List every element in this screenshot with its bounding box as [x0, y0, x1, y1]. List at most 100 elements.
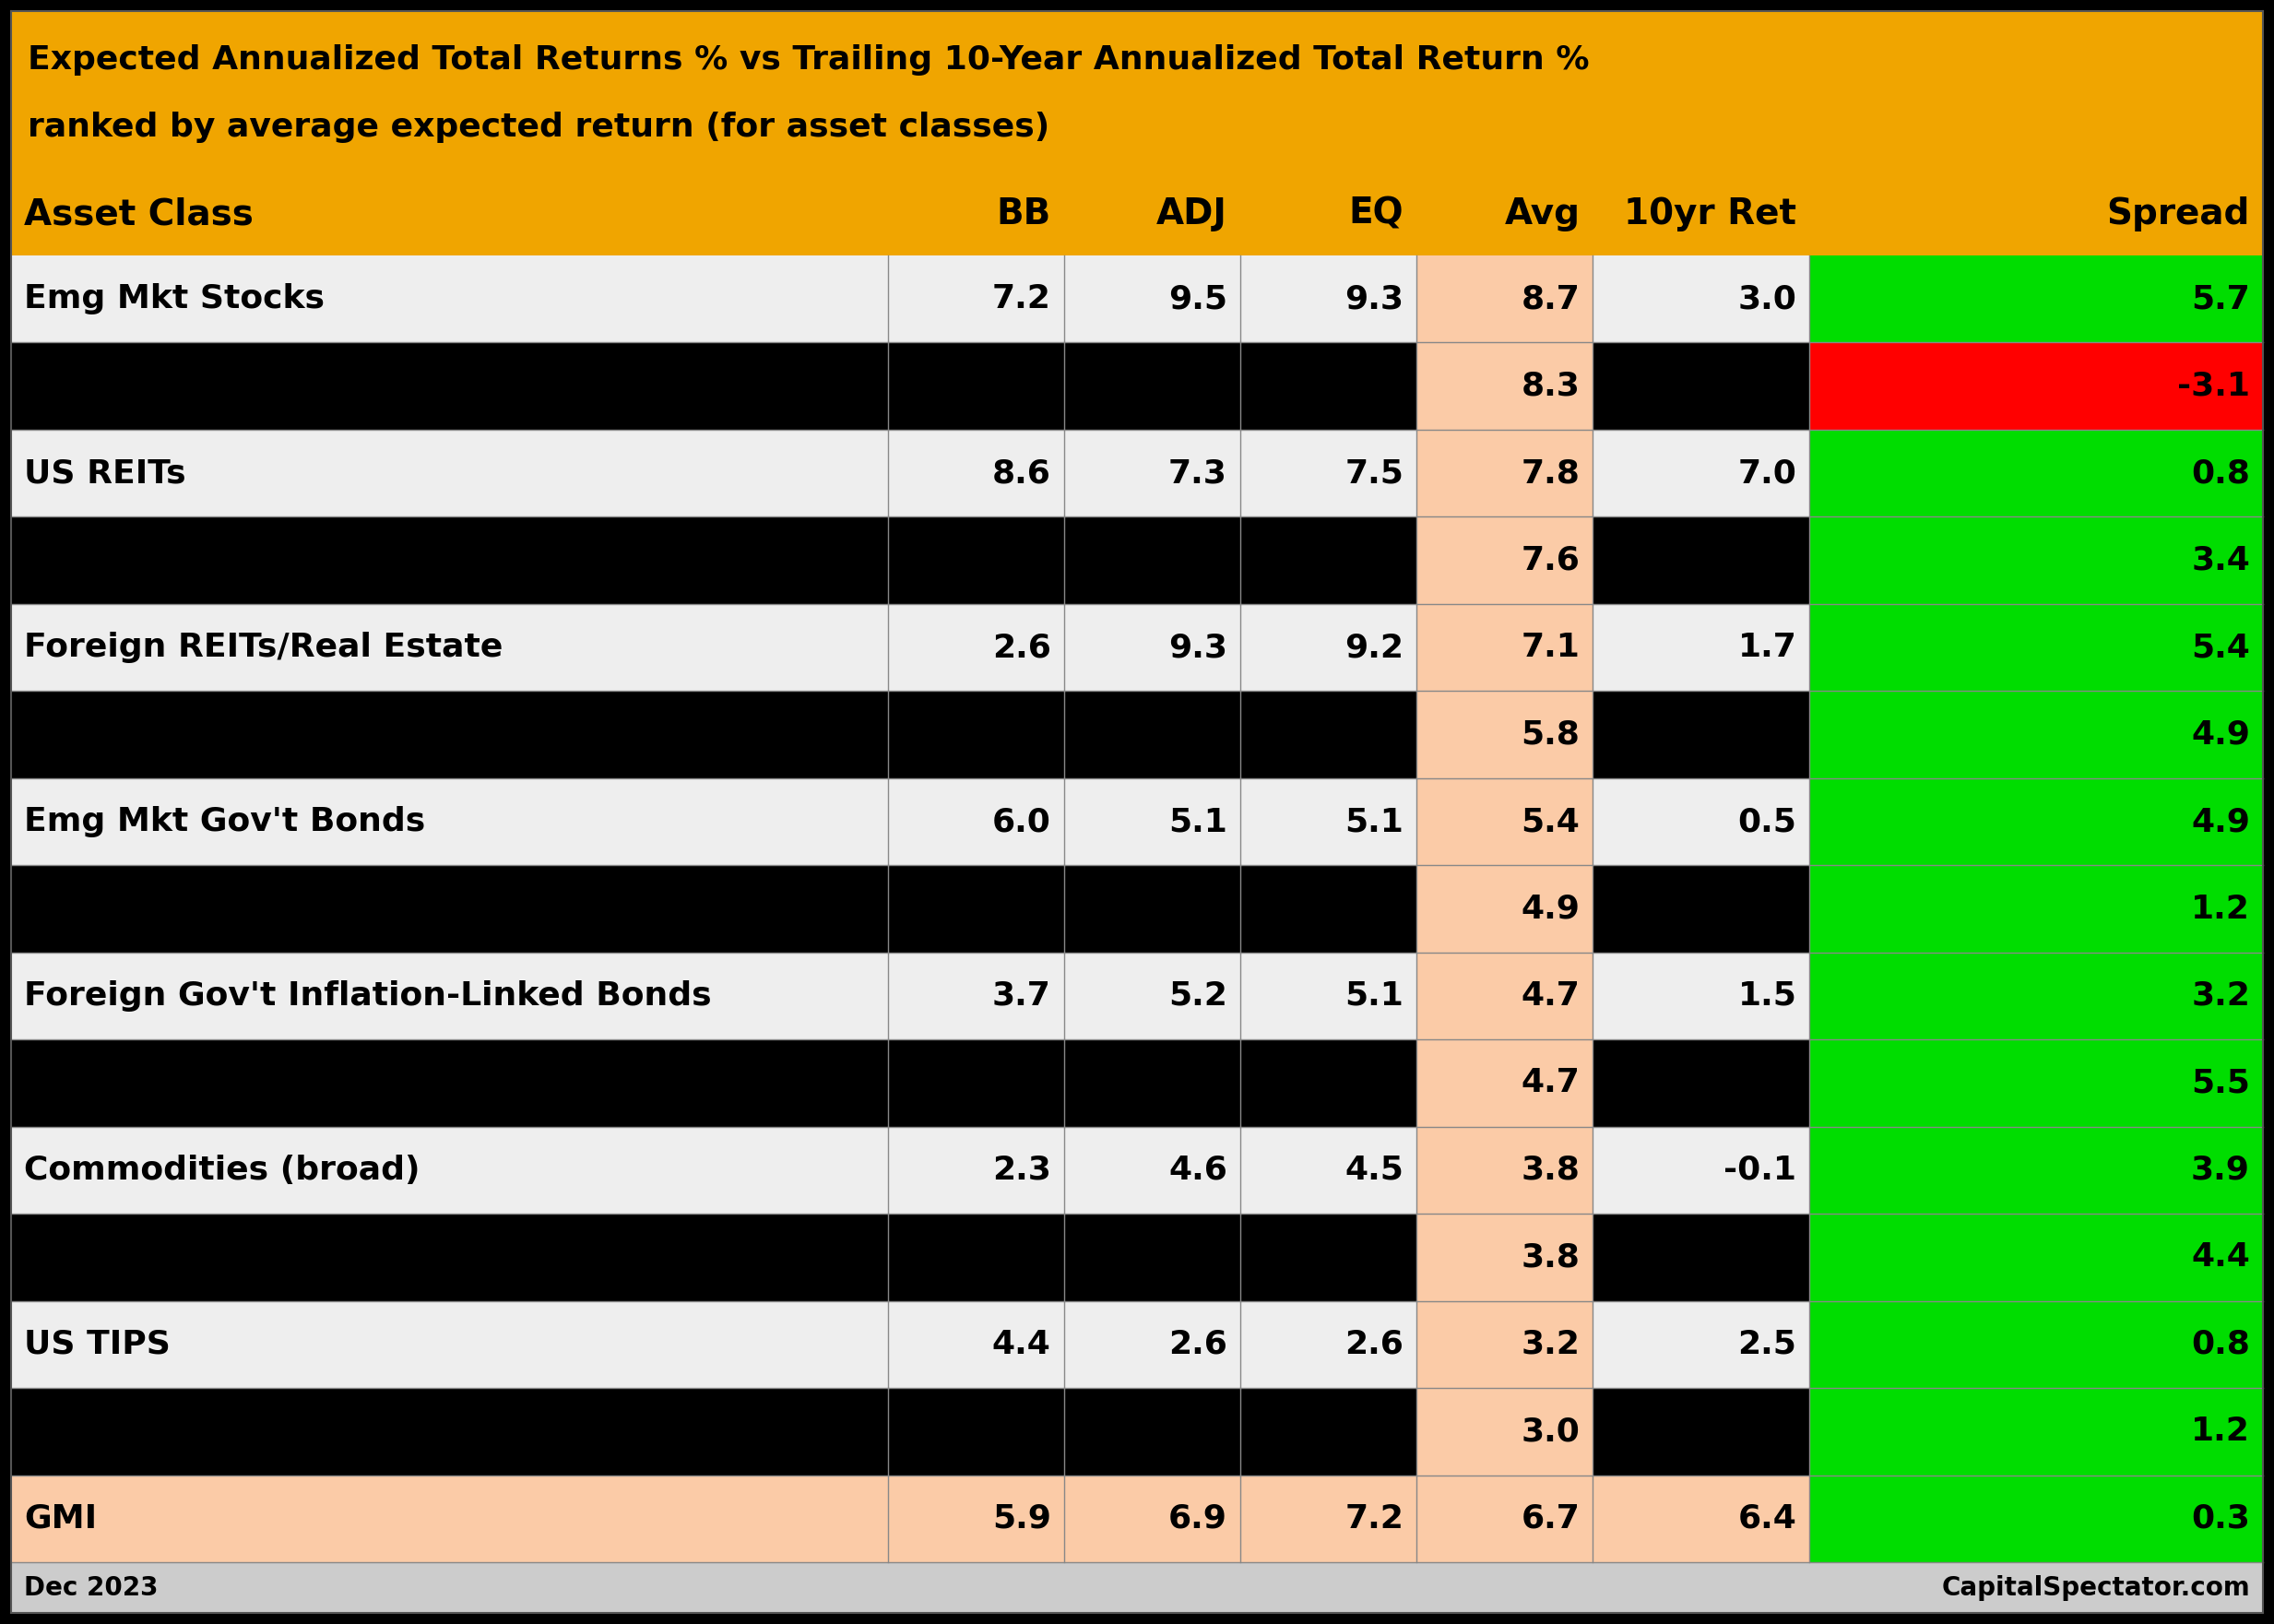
Text: 8.3: 8.3 [1521, 370, 1580, 401]
Bar [11, 1562, 2263, 1613]
Text: 4.4: 4.4 [2192, 1242, 2249, 1273]
Bar [11, 343, 887, 430]
Bar [887, 1301, 1064, 1389]
Text: 4.9: 4.9 [2192, 719, 2249, 750]
Text: 5.7: 5.7 [2192, 283, 2249, 315]
Bar [1417, 1127, 1592, 1213]
Text: 0.3: 0.3 [2192, 1502, 2249, 1535]
Bar [1064, 952, 1239, 1039]
Bar [1592, 343, 1810, 430]
Text: BB: BB [996, 197, 1051, 232]
Bar [887, 1475, 1064, 1562]
Bar [1064, 866, 1239, 952]
Bar [1810, 866, 2263, 952]
Bar [887, 778, 1064, 866]
Text: Asset Class: Asset Class [25, 197, 252, 232]
Bar [11, 866, 887, 952]
Bar [1239, 1301, 1417, 1389]
Bar [1810, 1213, 2263, 1301]
Text: 1.2: 1.2 [2192, 893, 2249, 924]
Text: EQ: EQ [1348, 197, 1403, 232]
Text: 9.3: 9.3 [1169, 632, 1228, 663]
Text: 9.3: 9.3 [1344, 283, 1403, 315]
Text: 4.5: 4.5 [1344, 1155, 1403, 1186]
Bar [1592, 866, 1810, 952]
Bar [11, 516, 887, 604]
Bar [1592, 430, 1810, 516]
Bar [1810, 778, 2263, 866]
Text: 5.1: 5.1 [1344, 806, 1403, 838]
Bar [1417, 1475, 1592, 1562]
Text: 0.8: 0.8 [2192, 1328, 2249, 1359]
Bar [1064, 430, 1239, 516]
Bar [1810, 1039, 2263, 1127]
Bar [11, 1301, 887, 1389]
Text: 9.5: 9.5 [1169, 283, 1228, 315]
Text: 3.8: 3.8 [1521, 1242, 1580, 1273]
Text: 5.2: 5.2 [1169, 981, 1228, 1012]
Bar [887, 952, 1064, 1039]
Bar [1592, 952, 1810, 1039]
Text: 4.7: 4.7 [1521, 981, 1580, 1012]
Bar [1592, 692, 1810, 778]
Bar [887, 430, 1064, 516]
Text: 4.9: 4.9 [1521, 893, 1580, 924]
Bar [1592, 778, 1810, 866]
Bar [1417, 866, 1592, 952]
Text: 1.2: 1.2 [2192, 1416, 2249, 1447]
Text: 3.2: 3.2 [1521, 1328, 1580, 1359]
Text: Spread: Spread [2106, 197, 2249, 232]
Bar [1064, 692, 1239, 778]
Text: Commodities (broad): Commodities (broad) [25, 1155, 421, 1186]
Bar [1417, 343, 1592, 430]
Text: 7.3: 7.3 [1169, 458, 1228, 489]
Bar [1064, 1475, 1239, 1562]
Text: 5.9: 5.9 [991, 1502, 1051, 1535]
Text: 4.6: 4.6 [1169, 1155, 1228, 1186]
Bar [1592, 1039, 1810, 1127]
Bar [11, 778, 887, 866]
Bar [1592, 1389, 1810, 1475]
Bar [1239, 1039, 1417, 1127]
Text: 7.8: 7.8 [1521, 458, 1580, 489]
Bar [11, 172, 2263, 255]
Text: 5.4: 5.4 [1521, 806, 1580, 838]
Bar [887, 1127, 1064, 1213]
Bar [1239, 1475, 1417, 1562]
Bar [1592, 1301, 1810, 1389]
Bar [1417, 1039, 1592, 1127]
Bar [887, 516, 1064, 604]
Text: 4.4: 4.4 [991, 1328, 1051, 1359]
Text: 2.3: 2.3 [991, 1155, 1051, 1186]
Text: Dec 2023: Dec 2023 [25, 1575, 159, 1601]
Text: 5.8: 5.8 [1521, 719, 1580, 750]
Text: 8.7: 8.7 [1521, 283, 1580, 315]
Bar [1239, 952, 1417, 1039]
Text: Foreign REITs/Real Estate: Foreign REITs/Real Estate [25, 632, 503, 663]
Text: 7.2: 7.2 [991, 283, 1051, 315]
Text: 6.4: 6.4 [1737, 1502, 1796, 1535]
Bar [11, 1475, 887, 1562]
Bar [11, 952, 887, 1039]
Text: 6.0: 6.0 [991, 806, 1051, 838]
Text: 5.5: 5.5 [2192, 1067, 2249, 1099]
Bar [1239, 516, 1417, 604]
Text: 3.4: 3.4 [2192, 544, 2249, 577]
Text: 2.5: 2.5 [1737, 1328, 1796, 1359]
Bar [1810, 343, 2263, 430]
Text: Emg Mkt Stocks: Emg Mkt Stocks [25, 283, 325, 315]
Text: -3.1: -3.1 [2176, 370, 2249, 401]
Text: Avg: Avg [1505, 197, 1580, 232]
Bar [1417, 430, 1592, 516]
Text: 3.0: 3.0 [1521, 1416, 1580, 1447]
Bar [11, 255, 887, 343]
Bar [1064, 1213, 1239, 1301]
Bar [1417, 778, 1592, 866]
Bar [1810, 1389, 2263, 1475]
Text: ranked by average expected return (for asset classes): ranked by average expected return (for a… [27, 112, 1051, 143]
Text: CapitalSpectator.com: CapitalSpectator.com [1942, 1575, 2249, 1601]
Bar [1239, 1127, 1417, 1213]
Bar [887, 1039, 1064, 1127]
Bar [1239, 430, 1417, 516]
Bar [887, 343, 1064, 430]
